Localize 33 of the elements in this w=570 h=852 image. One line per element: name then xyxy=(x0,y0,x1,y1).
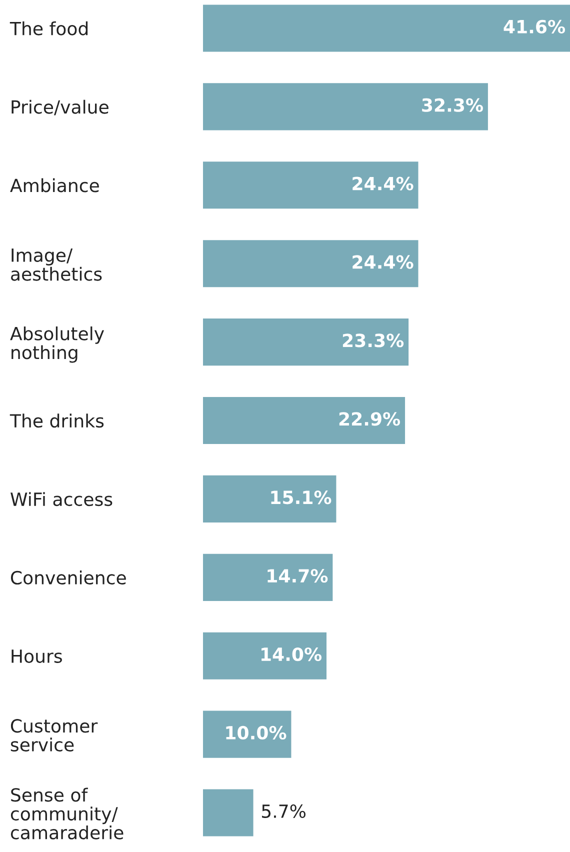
bar xyxy=(203,789,254,836)
bar xyxy=(203,162,418,209)
data-label: 15.1% xyxy=(271,490,332,504)
data-label: 32.3% xyxy=(422,98,483,112)
data-label: 14.0% xyxy=(262,647,322,662)
y-tick-label: Hours xyxy=(12,650,62,663)
y-tick-label: Price/value xyxy=(12,100,108,116)
y-tick-label: The drinks xyxy=(10,414,104,428)
bar xyxy=(203,318,409,366)
bar xyxy=(203,4,570,52)
data-label: 24.4% xyxy=(352,176,414,190)
bar xyxy=(203,710,292,758)
data-label: 23.3% xyxy=(342,334,404,348)
data-label: 10.0% xyxy=(226,726,286,740)
data-label: 14.7% xyxy=(268,568,328,583)
data-label: 5.7% xyxy=(262,804,306,818)
bar xyxy=(203,632,327,680)
data-label: 24.4% xyxy=(352,255,414,269)
bar xyxy=(203,475,336,522)
y-tick-label: Image/ aesthetics xyxy=(11,248,102,281)
bar xyxy=(203,83,488,130)
y-tick-label: Sense of community/ camaraderie xyxy=(10,788,124,840)
data-label: 41.6% xyxy=(504,20,566,34)
data-label: 22.9% xyxy=(339,412,400,426)
y-tick-label: Customer service xyxy=(10,719,98,752)
y-tick-label: Ambiance xyxy=(10,178,99,192)
y-tick-label: WiFi access xyxy=(10,492,112,506)
y-tick-label: Convenience xyxy=(10,570,126,585)
bar xyxy=(203,396,406,444)
bar xyxy=(203,240,418,288)
y-tick-label: Absolutely nothing xyxy=(10,326,104,363)
bar xyxy=(203,554,333,601)
y-tick-label: The food xyxy=(10,21,88,36)
